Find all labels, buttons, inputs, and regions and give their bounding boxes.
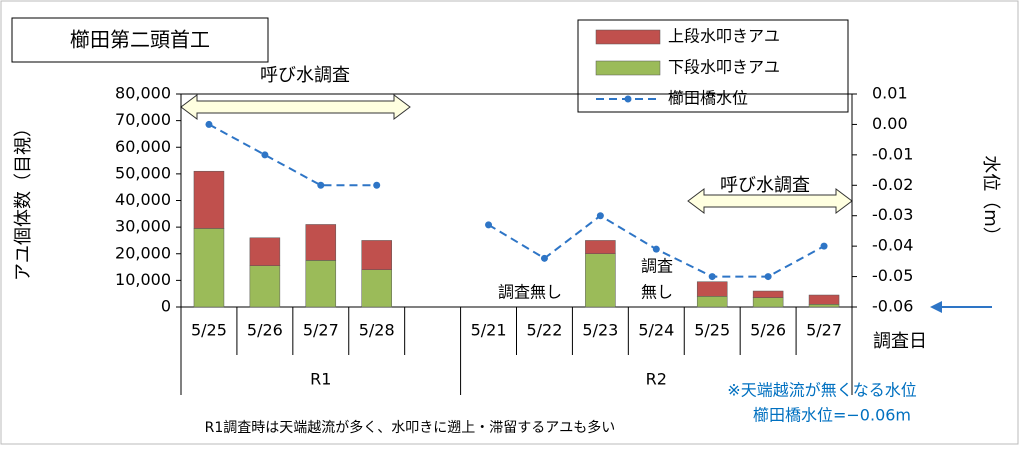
chart-title: 櫛田第二頭首工 [70,28,210,52]
bar-segment [249,265,281,308]
title-box [11,17,269,63]
arrow-1 [180,94,411,120]
y2-tick-label: -0.02 [872,175,913,194]
line-point [708,273,716,281]
bar-segment [696,296,728,308]
legend-label: 櫛田橋水位 [668,89,748,108]
bar-segment [305,260,337,308]
y-tick-label: 30,000 [115,217,171,236]
y-tick-label: 50,000 [115,163,171,182]
bar-segment [752,290,784,298]
bar-segment [585,253,616,308]
y2-tick-label: -0.06 [872,297,913,316]
bar-segment [585,240,616,254]
x-tick-label: 5/24 [638,321,674,340]
y-axis-title: アユ個体数（目視） [13,119,34,281]
annotation: 呼び水調査 [260,65,350,86]
legend-swatch [595,29,661,45]
arrow-head [930,301,942,313]
bar-segment [193,170,225,229]
double-arrow [180,94,411,120]
bar-segment [696,281,728,297]
bar-segment [361,240,392,270]
y2-tick-label: -0.04 [872,236,913,255]
level-arrow [930,301,992,313]
bar-segment [808,304,840,308]
y-tick-label: 70,000 [115,110,171,129]
y2-axis-title: 水位（m） [980,155,1001,245]
y2-tick-label: -0.01 [872,144,913,163]
x-tick-label: 5/26 [750,321,786,340]
x-tick-label: 5/23 [582,321,618,340]
bar-segment [249,237,281,266]
y2-tick-label: -0.05 [872,266,913,285]
y-tick-label: 80,000 [115,84,171,103]
line-point [820,242,828,250]
annotation: 調査 [641,257,673,276]
line-point [317,181,325,189]
bar-segment [752,297,784,308]
x-axis-title: 調査日 [873,331,927,352]
y2-tick-label: 0.01 [872,84,908,103]
y-tick-label: 60,000 [115,137,171,156]
annotation: 呼び水調査 [720,175,810,196]
legend-swatch [595,60,661,76]
y2-tick-label: -0.03 [872,205,913,224]
legend-label: 下段水叩きアユ [668,58,780,77]
line-point [373,181,381,189]
line-point [652,245,660,253]
annotation: 櫛田橋水位=−0.06m [753,406,911,425]
legend-label: 上段水叩きアユ [668,27,780,46]
line-point [540,254,548,262]
y-tick-label: 10,000 [115,270,171,289]
annotation: 無し [641,283,673,302]
x-tick-label: 5/27 [303,321,339,340]
bar-segment [361,269,392,308]
bar-segment [305,224,337,261]
x-tick-label: 5/21 [471,321,507,340]
line-point [485,221,493,229]
line-point [596,212,604,220]
x-tick-label: 5/28 [359,321,395,340]
line-point [764,273,772,281]
line-point [205,120,213,128]
group-label: R1 [310,370,331,389]
y-tick-label: 20,000 [115,243,171,262]
bar-segment [193,228,225,308]
legend-point [624,95,632,103]
y-tick-label: 0 [161,297,171,316]
line-point [261,151,269,159]
bar-segment [808,294,840,305]
group-label: R2 [646,370,667,389]
annotation: R1調査時は天端越流が多く、水叩きに遡上・滞留するアユも多い [205,419,616,436]
annotation: ※天端越流が無くなる水位 [727,381,916,400]
y2-tick-label: 0.00 [872,114,908,133]
x-tick-label: 5/25 [191,321,227,340]
annotation: 調査無し [498,283,562,302]
x-tick-label: 5/27 [806,321,842,340]
x-tick-label: 5/26 [247,321,283,340]
x-tick-label: 5/22 [526,321,562,340]
x-tick-label: 5/25 [694,321,730,340]
y-tick-label: 40,000 [115,190,171,209]
